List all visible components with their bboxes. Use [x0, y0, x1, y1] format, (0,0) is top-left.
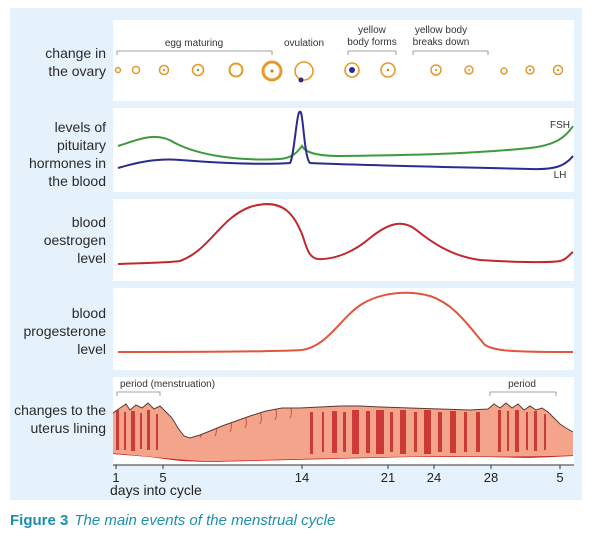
- period-label: period: [508, 379, 536, 390]
- tick-label: 1: [112, 470, 120, 485]
- period-menstruation-label: period (menstruation): [120, 379, 216, 390]
- egg-maturing-bracket: [116, 50, 273, 55]
- oestrogen-row-label: blood oestrogen level: [43, 214, 106, 266]
- progesterone-row-label: blood progesterone level: [23, 305, 106, 357]
- diagram-graphics: [112, 20, 574, 469]
- lh-label: LH: [553, 170, 567, 181]
- yellow-body-breaks-bracket: [412, 50, 489, 55]
- progesterone-box: [113, 288, 574, 370]
- period2-bracket: [489, 391, 557, 396]
- uterus-row-label: changes to the uterus lining: [14, 402, 106, 436]
- period1-bracket: [116, 391, 161, 396]
- uterus-surface-outline: [112, 402, 574, 439]
- yellow-body-forms-bracket: [347, 50, 397, 55]
- ruptured-follicle: [294, 61, 314, 81]
- yellow-body-forms-label: yellow body forms: [347, 25, 397, 48]
- tick-label: 5: [159, 470, 167, 485]
- caption-text: The main events of the menstrual cycle: [74, 512, 336, 529]
- follicle-stage-5: [228, 62, 244, 78]
- yellow-body-core: [349, 67, 355, 73]
- x-axis-ticks: [115, 465, 561, 469]
- ovary-box: [113, 20, 574, 101]
- follicle-new-1: [500, 67, 508, 75]
- yellow-body-breaks-label: yellow body breaks down: [412, 25, 470, 48]
- tick-label: 28: [483, 470, 499, 485]
- caption-label: Figure 3: [10, 512, 69, 529]
- follicle-stage-1: [114, 66, 122, 74]
- fsh-label: FSH: [550, 120, 570, 131]
- figure-panel: change in the ovary levels of pituitary ho…: [10, 8, 582, 500]
- lh-curve: [117, 110, 574, 171]
- hormones-row-label: levels of pituitary hormones in the blood: [28, 119, 106, 189]
- oestrogen-curve: [117, 203, 574, 265]
- figure-caption: Figure 3 The main events of the menstrual…: [10, 512, 335, 529]
- axis-title: days into cycle: [110, 482, 202, 498]
- follicle-stage-2: [131, 65, 141, 75]
- ovary-follicles: [114, 60, 564, 82]
- egg-dots: [163, 68, 559, 73]
- progesterone-curve: [117, 291, 574, 353]
- tick-label: 21: [380, 470, 396, 485]
- egg-maturing-label: egg maturing: [164, 38, 224, 49]
- ovulation-label: ovulation: [283, 38, 325, 49]
- ovary-row-label: change in the ovary: [45, 45, 106, 79]
- tick-label: 5: [556, 470, 564, 485]
- oestrogen-box: [113, 199, 574, 281]
- tick-label: 14: [294, 470, 310, 485]
- tick-label: 24: [426, 470, 442, 485]
- fsh-curve: [117, 125, 574, 161]
- released-egg: [298, 77, 304, 83]
